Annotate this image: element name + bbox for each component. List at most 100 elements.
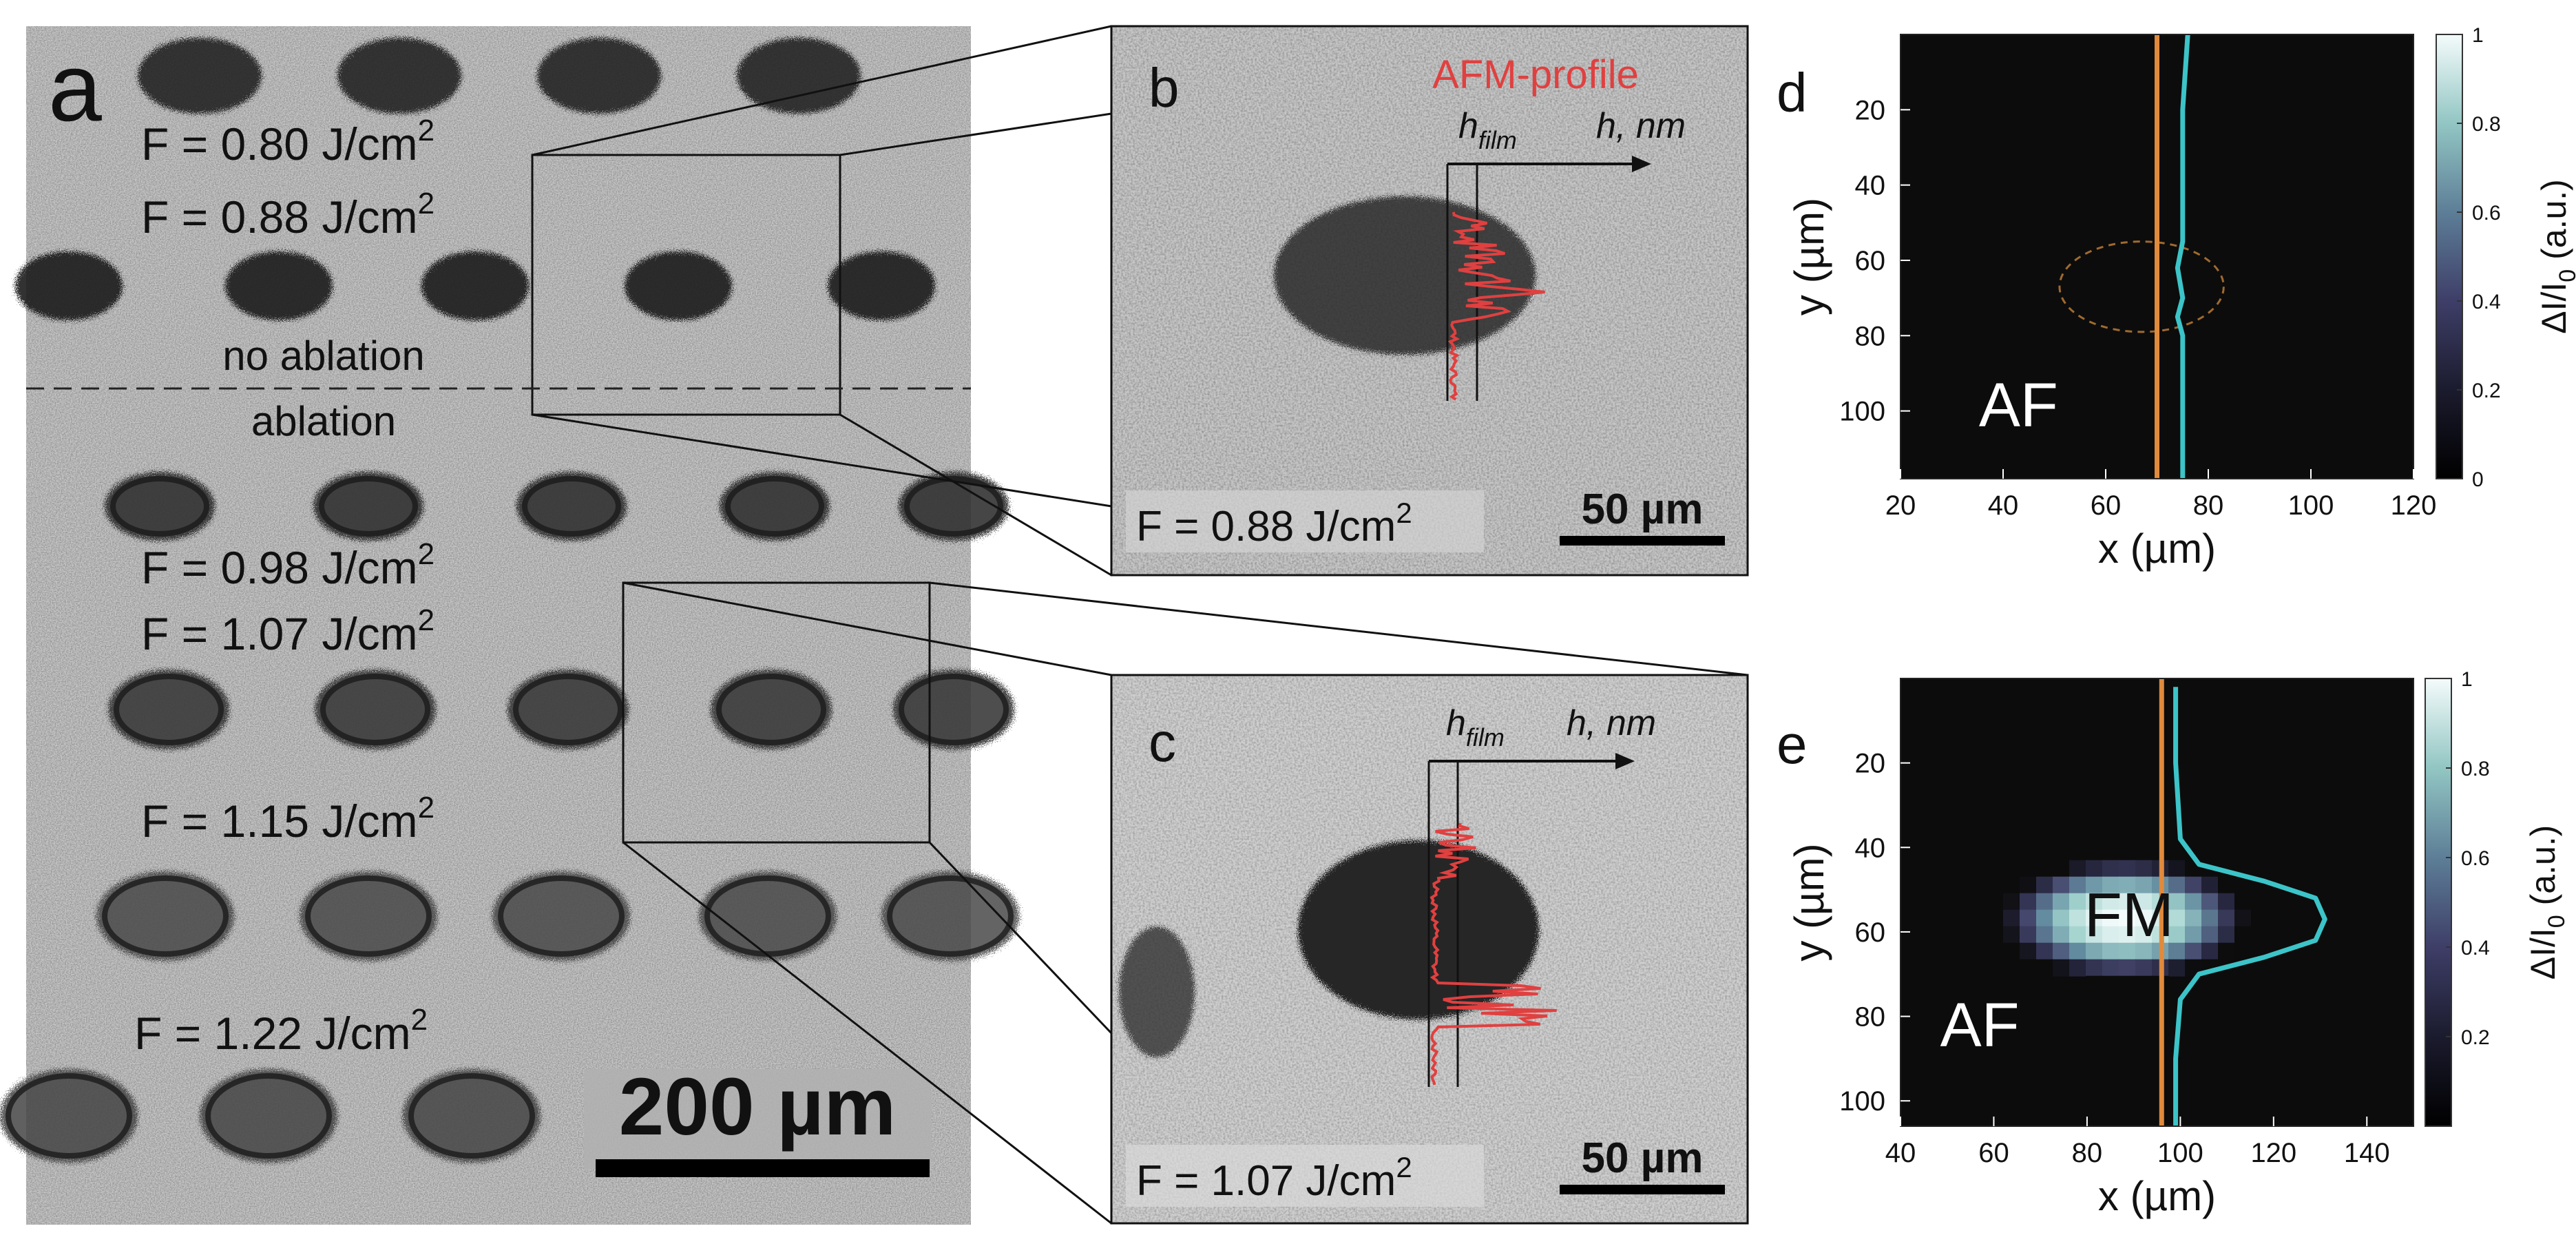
heatmap-cell — [2185, 893, 2202, 911]
ablation-spot-rim — [408, 1073, 535, 1159]
panel-d-letter: d — [1777, 62, 1808, 123]
heatmap-cell — [2201, 926, 2219, 944]
heatmap-cell — [2086, 876, 2103, 894]
heatmap-cell — [2102, 893, 2119, 911]
ablation-spot — [893, 670, 1014, 749]
ablation-spot — [403, 1069, 541, 1163]
heatmap-cell — [1987, 926, 2004, 944]
ablation-label: ablation — [251, 398, 396, 444]
heatmap-cell — [2086, 959, 2103, 977]
heatmap-cell — [2168, 909, 2186, 927]
heatmap-cell — [2135, 959, 2153, 977]
x-tick-label: 40 — [1885, 1138, 1916, 1168]
heatmap-cell — [2102, 926, 2119, 944]
ablation-spot-rim — [513, 674, 623, 745]
y-tick-label: 60 — [1855, 917, 1886, 948]
x-tick-label: 60 — [2091, 490, 2122, 521]
heatmap-cell — [2069, 876, 2086, 894]
heatmap-cell — [2036, 942, 2053, 960]
colorbar-d — [2436, 34, 2463, 479]
x-tick-label: 40 — [1988, 490, 2019, 521]
afm-profile-title: AFM-profile — [1432, 52, 1639, 97]
fluence-label-6: F = 1.22 J/cm2 — [134, 1003, 428, 1059]
ablation-spot-rim — [887, 875, 1014, 957]
ablation-spot — [15, 251, 123, 320]
fluence-label-5: F = 1.15 J/cm2 — [141, 791, 434, 847]
ablation-spot — [699, 871, 837, 961]
h-nm-label-b: h, nm — [1596, 106, 1686, 146]
heatmap-cell — [2135, 860, 2153, 878]
ablation-spot — [200, 1069, 337, 1163]
heatmap-cell — [2053, 959, 2070, 977]
ablation-spot — [737, 38, 861, 114]
heatmap-cell — [2168, 876, 2186, 894]
heatmap-cell — [2020, 876, 2037, 894]
heatmap-cell — [2185, 876, 2202, 894]
colorbar-tick-label: 0.8 — [2472, 113, 2501, 136]
heatmap-cell — [2234, 926, 2252, 944]
ablation-spot-rim — [6, 1073, 132, 1159]
ablation-spot — [315, 670, 436, 749]
heatmap-cell — [2086, 975, 2103, 993]
heatmap-cell — [2185, 942, 2202, 960]
region-label: AF — [1979, 371, 2058, 439]
fluence-label-1: F = 0.80 J/cm2 — [141, 114, 434, 169]
heatmap-cell — [2234, 893, 2252, 911]
colorbar-tick-label: 0.2 — [2472, 380, 2501, 402]
heatmap-cell — [2135, 876, 2153, 894]
y-tick-label: 100 — [1839, 1086, 1885, 1117]
ablation-spot-rim — [102, 875, 229, 957]
ablation-spot — [96, 871, 234, 961]
colorbar-label-e: ΔI/I0 (a.u.) — [2524, 825, 2570, 980]
fluence-label-b: F = 0.88 J/cm2 — [1136, 497, 1412, 550]
panel-a-letter: a — [48, 33, 102, 141]
heatmap-cell — [2053, 942, 2070, 960]
fluence-label-2: F = 0.88 J/cm2 — [141, 187, 434, 242]
x-tick-label: 140 — [2344, 1138, 2390, 1168]
heatmap-cell — [2102, 843, 2119, 861]
ablation-spot — [105, 472, 215, 541]
h-film-label-c: hfilm — [1446, 703, 1505, 751]
h-nm-label-c: h, nm — [1567, 703, 1656, 743]
ablation-spot — [492, 871, 630, 961]
heatmap-cell — [2168, 926, 2186, 944]
scale-bar-a-label: 200 µm — [619, 1061, 897, 1152]
x-tick-label: 100 — [2157, 1138, 2203, 1168]
heatmap-cell — [2036, 959, 2053, 977]
heatmap-cell — [2201, 909, 2219, 927]
heatmap-cell — [2135, 942, 2153, 960]
panel-a-micrograph: a F = 0.80 J/cm2 F = 0.88 J/cm2 F = 0.98… — [0, 26, 1019, 1225]
h-film-label-b: hfilm — [1458, 106, 1517, 154]
heatmap-cell — [2119, 893, 2136, 911]
y-tick-label: 40 — [1855, 171, 1886, 201]
heatmap-cell — [2003, 876, 2020, 894]
scale-bar-c — [1560, 1185, 1725, 1194]
heatmap-cell — [2003, 909, 2020, 927]
ablation-spot-rim — [114, 674, 224, 745]
heatmap-cell — [2218, 909, 2235, 927]
heatmap-cell — [2135, 975, 2153, 993]
ablation-spot — [516, 472, 627, 541]
region-label: FM — [2084, 881, 2174, 950]
dashed-region-outline — [2058, 240, 2225, 333]
heatmap-cell — [2086, 909, 2103, 927]
heatmap-cell — [2135, 909, 2153, 927]
ablation-spot-rim — [522, 476, 621, 537]
x-tick-label: 60 — [1978, 1138, 2009, 1168]
heatmap-cell — [2119, 876, 2136, 894]
heatmap-cell — [2069, 893, 2086, 911]
ablation-spot — [225, 251, 333, 320]
heatmap-cell — [2102, 959, 2119, 977]
ablation-spot — [421, 251, 529, 320]
heatmap-cell — [2119, 860, 2136, 878]
heatmap-cell — [2053, 860, 2070, 878]
y-tick-label: 80 — [1855, 1002, 1886, 1033]
colorbar-label-d: ΔI/I0 (a.u.) — [2535, 179, 2576, 334]
scale-bar-b-label: 50 µm — [1581, 486, 1703, 533]
heatmap-cell — [2069, 926, 2086, 944]
heatmap-cell — [2036, 893, 2053, 911]
ablation-spot — [138, 38, 262, 114]
ablation-spot — [828, 251, 935, 320]
heatmap-cell — [2201, 876, 2219, 894]
